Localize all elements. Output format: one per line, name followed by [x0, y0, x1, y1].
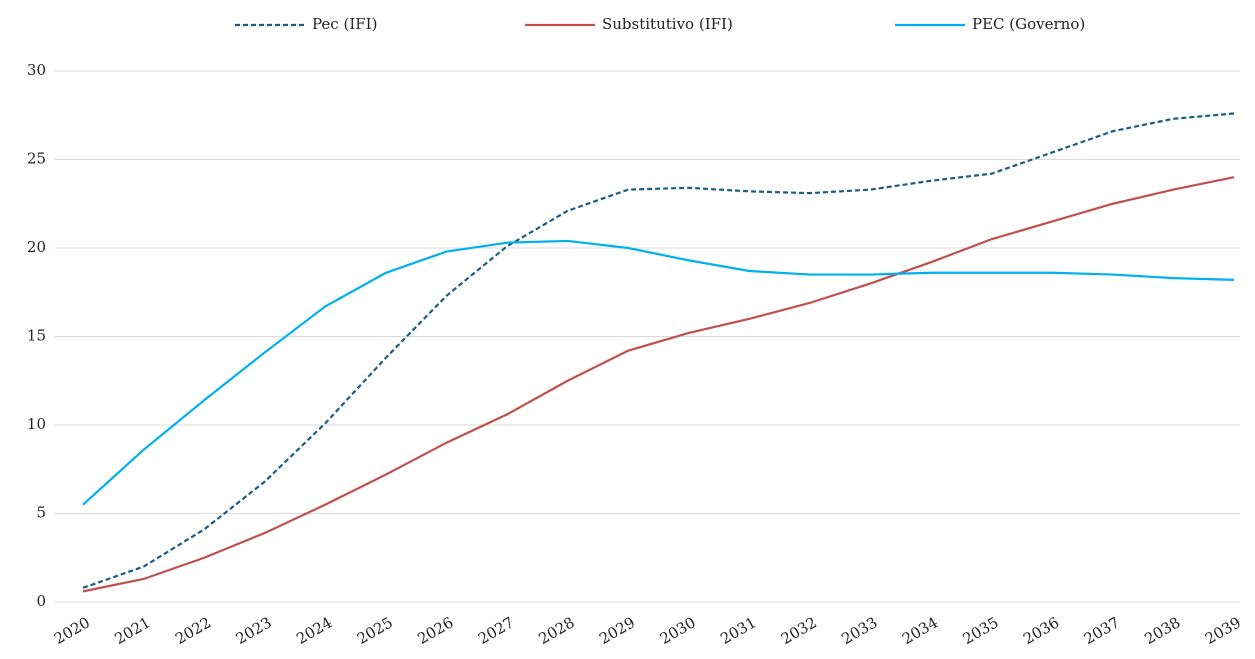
x-tick-label: 2027 [475, 613, 517, 648]
y-tick-label: 15 [27, 327, 46, 345]
y-tick-label: 5 [36, 504, 46, 522]
y-tick-label: 20 [27, 238, 46, 256]
x-tick-label: 2033 [838, 613, 880, 648]
x-tick-label: 2035 [960, 613, 1002, 648]
x-tick-label: 2038 [1141, 613, 1183, 648]
x-tick-label: 2037 [1081, 613, 1123, 648]
x-tick-label: 2022 [172, 613, 214, 648]
legend-label: PEC (Governo) [972, 15, 1085, 33]
x-tick-label: 2029 [596, 613, 638, 648]
x-tick-label: 2030 [657, 613, 699, 648]
series-line [82, 112, 1235, 589]
x-tick-label: 2023 [233, 613, 275, 648]
x-tick-label: 2034 [899, 613, 941, 648]
series-line [82, 239, 1235, 506]
legend-label: Substitutivo (IFI) [602, 15, 733, 33]
x-tick-label: 2026 [414, 613, 456, 648]
x-tick-label: 2031 [717, 613, 759, 648]
x-tick-label: 2024 [293, 613, 335, 648]
x-tick-label: 2036 [1020, 613, 1062, 648]
x-tick-label: 2028 [536, 613, 578, 648]
y-tick-label: 0 [36, 592, 46, 610]
x-tick-label: 2039 [1202, 613, 1244, 648]
x-tick-label: 2025 [354, 613, 396, 648]
y-tick-label: 30 [27, 61, 46, 79]
x-tick-label: 2032 [778, 613, 820, 648]
y-tick-label: 25 [27, 150, 46, 168]
x-tick-label: 2021 [112, 613, 154, 648]
y-tick-label: 10 [27, 415, 46, 433]
legend-label: Pec (IFI) [312, 15, 377, 33]
series-line [82, 176, 1235, 593]
x-tick-label: 2020 [51, 613, 93, 648]
